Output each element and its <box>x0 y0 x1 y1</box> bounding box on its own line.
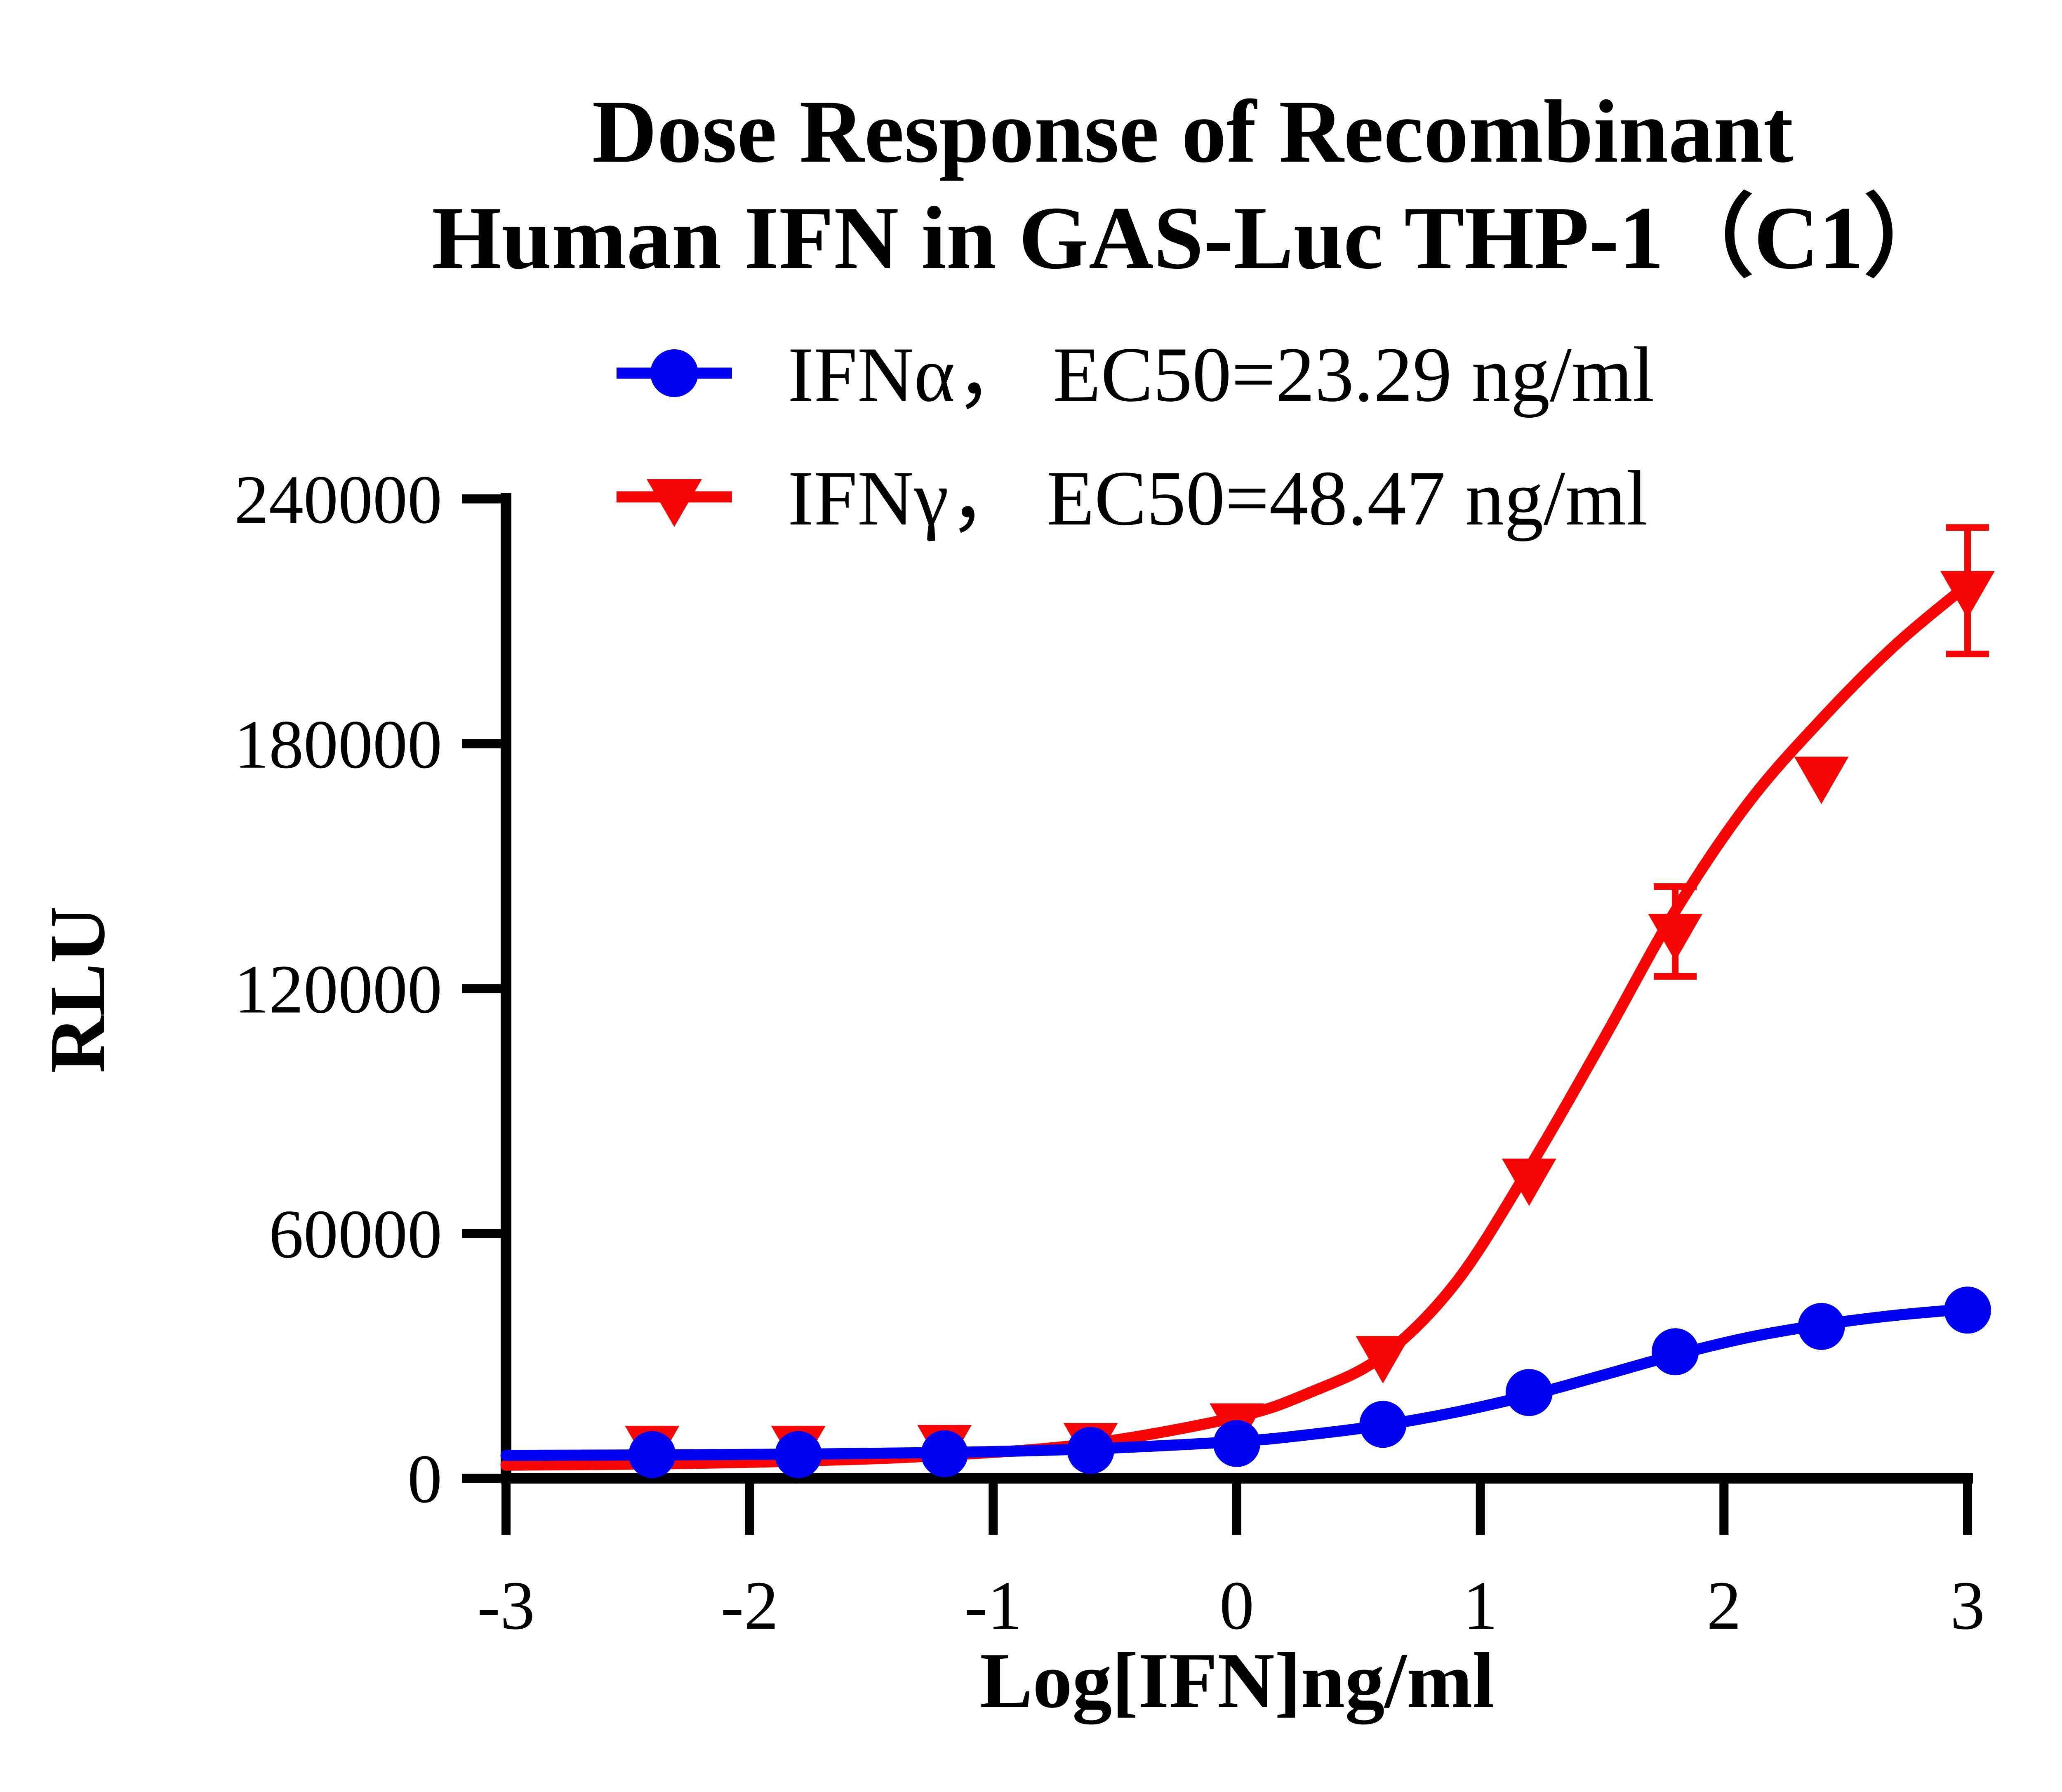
y-tick-label: 60000 <box>269 1196 442 1272</box>
data-point-ifn-alpha <box>1652 1328 1699 1376</box>
data-point-ifn-alpha <box>1213 1420 1260 1467</box>
data-point-ifn-alpha <box>1359 1401 1407 1448</box>
y-tick-label: 0 <box>407 1441 442 1517</box>
legend-item-ifn-alpha: IFNα， EC50=23.29 ng/ml <box>617 332 1655 418</box>
data-point-ifn-gamma <box>1940 571 1995 618</box>
data-point-ifn-gamma <box>1356 1336 1410 1384</box>
x-tick-label: 0 <box>1219 1567 1254 1644</box>
legend-label-ifn-gamma: IFNγ， EC50=48.47 ng/ml <box>788 455 1648 542</box>
data-point-ifn-alpha <box>1505 1369 1553 1416</box>
x-tick-label: -1 <box>964 1567 1022 1644</box>
y-tick-label: 120000 <box>234 951 442 1028</box>
chart-title-line2: Human IFN in GAS-Luc THP-1（C1） <box>432 188 1954 288</box>
x-tick-label: -2 <box>721 1567 779 1644</box>
series-layer <box>500 524 1995 1478</box>
legend-circle-marker-icon <box>650 349 698 397</box>
data-point-ifn-alpha <box>921 1430 968 1477</box>
data-point-ifn-alpha <box>1798 1303 1845 1350</box>
legend-triangle-marker-icon <box>647 479 702 527</box>
data-point-ifn-alpha <box>1944 1286 1991 1334</box>
x-tick-label: 2 <box>1707 1567 1741 1644</box>
data-point-ifn-alpha <box>774 1431 822 1478</box>
data-point-ifn-alpha <box>628 1431 676 1478</box>
legend: IFNα， EC50=23.29 ng/ml IFNγ， EC50=48.47 … <box>617 332 1655 542</box>
chart-title-line1: Dose Response of Recombinant <box>592 82 1794 181</box>
x-tick-label: -3 <box>477 1567 535 1644</box>
fit-curve-ifn-gamma <box>500 579 1973 1471</box>
data-point-ifn-gamma <box>1794 756 1849 804</box>
x-tick-label: 1 <box>1463 1567 1498 1644</box>
y-tick-label: 240000 <box>234 461 442 538</box>
x-tick-label: 3 <box>1950 1567 1985 1644</box>
y-axis-label: RLU <box>33 906 121 1073</box>
legend-item-ifn-gamma: IFNγ， EC50=48.47 ng/ml <box>617 455 1648 542</box>
legend-label-ifn-alpha: IFNα， EC50=23.29 ng/ml <box>788 332 1655 418</box>
axes: 0 60000 120000 180000 240000 -3 -2 -1 0 1 2 3 <box>234 461 1985 1644</box>
data-point-ifn-gamma <box>1648 913 1703 961</box>
x-axis-label: Log[IFN]ng/ml <box>980 1637 1495 1725</box>
y-tick-label: 180000 <box>234 706 442 783</box>
data-point-ifn-alpha <box>1067 1427 1114 1474</box>
data-point-ifn-gamma <box>1502 1158 1556 1206</box>
